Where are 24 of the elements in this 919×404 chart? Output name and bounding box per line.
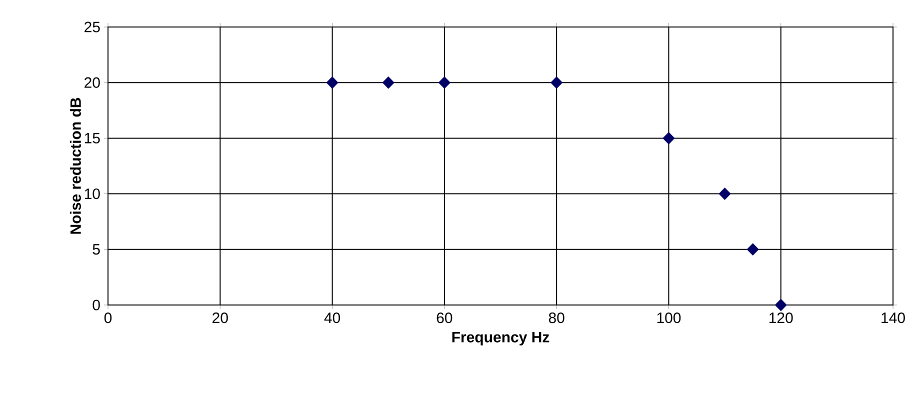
y-tick-label: 15	[84, 132, 100, 144]
point	[746, 243, 759, 256]
point	[718, 188, 731, 200]
point	[662, 132, 675, 144]
y-tick-label: 0	[92, 300, 100, 310]
point	[326, 76, 338, 89]
point	[438, 76, 450, 89]
x-tick-label: 60	[436, 312, 452, 324]
x-tick-label: 140	[882, 312, 905, 324]
y-tick-label: 20	[84, 77, 100, 88]
point	[774, 298, 787, 312]
x-tick-label: 100	[657, 312, 681, 324]
x-tick-label: 120	[769, 312, 793, 324]
x-tick-label: 0	[104, 312, 112, 324]
point	[382, 76, 394, 89]
x-axis-title: Frequency Hz	[452, 332, 550, 346]
y-axis-title: Noise reduction dB	[70, 98, 81, 234]
y-tick-label: 25	[84, 22, 100, 32]
point	[550, 76, 563, 89]
x-tick-label: 20	[212, 312, 228, 324]
x-tick-label: 80	[548, 312, 564, 324]
y-tick-label: 5	[92, 244, 100, 255]
x-tick-label: 40	[324, 312, 340, 324]
y-tick-label: 10	[84, 188, 100, 200]
